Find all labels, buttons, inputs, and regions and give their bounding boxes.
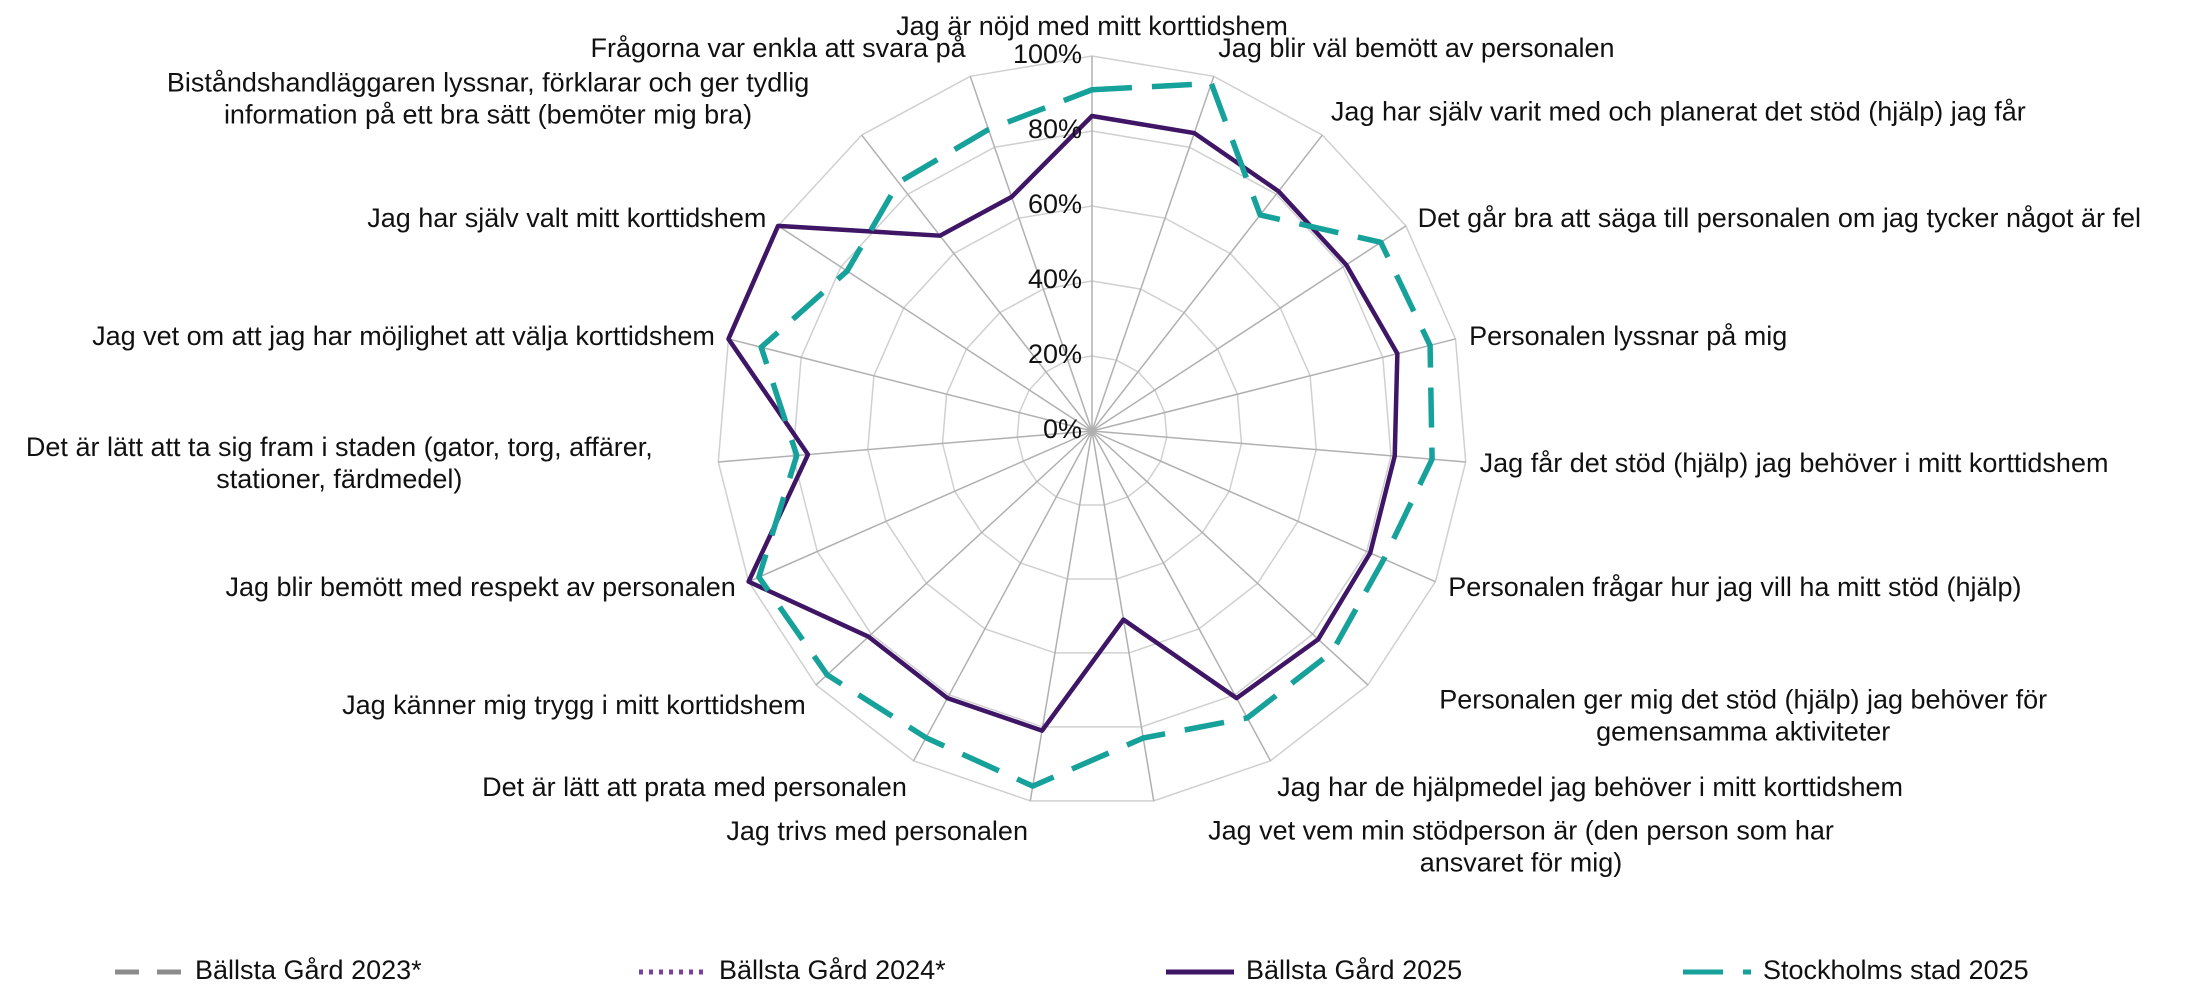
grid-ring [941, 280, 1243, 580]
legend-label: Bällsta Gård 2025 [1246, 955, 1462, 985]
category-label: Jag vet vem min stödperson är (den perso… [1208, 815, 1834, 878]
category-label: Frågorna var enkla att svara på [590, 32, 966, 63]
r-tick-label: 80% [1028, 114, 1082, 144]
category-label: Jag har själv valt mitt korttidshem [367, 203, 767, 234]
spoke [777, 225, 1093, 432]
spoke [861, 134, 1093, 432]
category-label: Det är lätt att ta sig fram i staden (ga… [25, 432, 653, 495]
category-label: Personalen frågar hur jag vill ha mitt s… [1448, 572, 2022, 603]
series-line [726, 113, 1400, 733]
category-label: Det går bra att säga till personalen om … [1417, 203, 2142, 234]
category-label: Jag blir bemött med respekt av personale… [225, 572, 736, 603]
r-tick-label: 60% [1028, 189, 1082, 219]
category-label: Jag trivs med personalen [726, 815, 1028, 846]
legend-label: Bällsta Gård 2023* [195, 955, 422, 985]
legend-label: Bällsta Gård 2024* [719, 955, 946, 985]
spoke [912, 430, 1093, 762]
category-label: Jag har de hjälpmedel jag behöver i mitt… [1277, 772, 1903, 803]
r-tick-label: 100% [1013, 39, 1082, 69]
category-label: Det är lätt att prata med personalen [482, 772, 907, 803]
category-label: Jag blir väl bemött av personalen [1218, 32, 1615, 63]
spoke [1091, 76, 1215, 432]
spoke [1091, 225, 1407, 432]
grid-ring [792, 130, 1392, 728]
grid-ring [1016, 355, 1168, 506]
spoke [1091, 430, 1466, 463]
spoke [1091, 338, 1456, 432]
category-label: Jag känner mig trygg i mitt korttidshem [342, 690, 806, 721]
grid-ring [867, 205, 1317, 654]
spoke [1029, 430, 1093, 802]
category-label: Biståndshandläggaren lyssnar, förklarar … [166, 67, 810, 130]
legend-label: Stockholms stad 2025 [1763, 955, 2029, 985]
category-label: Jag har själv varit med och planerat det… [1330, 96, 2026, 127]
spoke [728, 338, 1093, 432]
category-label: Jag får det stöd (hjälp) jag behöver i m… [1479, 448, 2109, 479]
category-label: Personalen lyssnar på mig [1469, 320, 1788, 351]
spoke [718, 430, 1093, 463]
spoke [815, 430, 1093, 686]
spoke [1091, 134, 1323, 432]
series-line [756, 80, 1435, 789]
r-tick-label: 20% [1028, 339, 1082, 369]
category-label: Jag är nöjd med mitt korttidshem [896, 11, 1288, 41]
spoke [748, 430, 1093, 583]
r-tick-label: 40% [1028, 264, 1082, 294]
category-label: Jag vet om att jag har möjlighet att väl… [92, 320, 715, 351]
r-tick-label: 0% [1043, 414, 1082, 444]
spoke [1091, 430, 1272, 762]
spoke [1091, 430, 1369, 686]
spoke [1091, 430, 1436, 583]
spoke [969, 76, 1093, 432]
category-label: Personalen ger mig det stöd (hjälp) jag … [1439, 685, 2048, 748]
